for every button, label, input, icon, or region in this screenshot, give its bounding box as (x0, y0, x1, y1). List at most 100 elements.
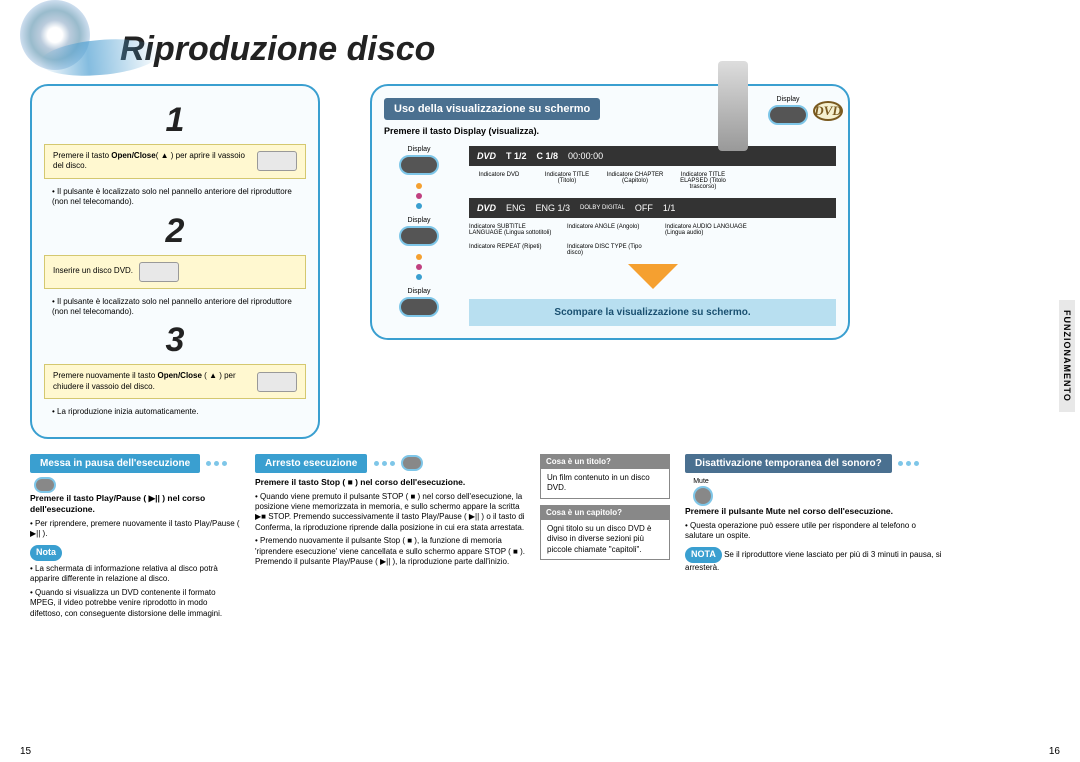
remote-control-image (718, 61, 748, 151)
step-3-number: 3 (44, 321, 306, 360)
dvd-logo-small: DVD (477, 151, 496, 161)
step-1-note: • Il pulsante è localizzato solo nel pan… (44, 183, 306, 212)
stop-title: Arresto esecuzione (255, 454, 367, 473)
pause-nota-2: • Quando si visualizza un DVD contenente… (30, 588, 240, 619)
osd-bar-2: DVD ENG ENG 1/3 DOLBY DIGITAL OFF 1/1 (469, 198, 836, 218)
flow-buttons-column: Display Display Display (384, 146, 454, 326)
step-2-text: Inserire un disco DVD. (53, 266, 133, 276)
stop-bullet-2: • Premendo nuovamente il pulsante Stop (… (255, 536, 525, 567)
stop-instruction: Premere il tasto Stop ( ■ ) nel corso de… (255, 477, 525, 488)
label-subtitle: Indicatore SUBTITLE LANGUAGE (Lingua sot… (469, 224, 559, 236)
player-icon (257, 151, 297, 171)
manual-page: Riproduzione disco 1 Premere il tasto Op… (0, 0, 1080, 762)
pause-bullet-1: • Per riprendere, premere nuovamente il … (30, 519, 240, 540)
step-2-instruction: Inserire un disco DVD. (44, 255, 306, 289)
dot-icon (416, 264, 422, 270)
step-3-text-b: Open/Close (158, 371, 202, 380)
step-1-instruction: Premere il tasto Open/Close( ▲ ) per apr… (44, 144, 306, 179)
repeat-off: OFF (635, 203, 653, 213)
flow-dots (416, 183, 422, 209)
mute-bullet: • Questa operazione può essere utile per… (685, 521, 945, 542)
display-flow: Display Display Display (384, 146, 836, 326)
dots-icon (374, 461, 395, 466)
osd-1-labels: Indicatore DVD Indicatore TITLE (Titolo)… (469, 172, 836, 190)
pause-section: Messa in pausa dell'esecuzione Premere i… (30, 454, 240, 620)
step-3-text-a: Premere nuovamente il tasto (53, 371, 158, 380)
pause-title: Messa in pausa dell'esecuzione (30, 454, 200, 473)
arrow-down-icon (628, 264, 678, 289)
display-panel: Display DVD Uso della visualizzazione su… (370, 84, 850, 340)
side-tab: FUNZIONAMENTO (1059, 300, 1075, 412)
subtitle-lang: ENG (506, 203, 526, 213)
chapter-info-box: Cosa è un capitolo? Ogni titolo su un di… (540, 505, 670, 561)
label-chapter: Indicatore CHAPTER (Capitolo) (605, 172, 665, 190)
page-number-left: 15 (20, 746, 31, 757)
step-3-instruction: Premere nuovamente il tasto Open/Close (… (44, 364, 306, 399)
info-section: Cosa è un titolo? Un film contenuto in u… (540, 454, 670, 620)
mute-section: Disattivazione temporanea del sonoro? Mu… (685, 454, 945, 620)
step-3-note: • La riproduzione inizia automaticamente… (44, 403, 306, 421)
time-indicator: 00:00:00 (568, 151, 603, 161)
display-subheader: Premere il tasto Display (visualizza). (384, 126, 836, 136)
display-button-icon (768, 105, 808, 125)
chapter-info-header: Cosa è un capitolo? (541, 506, 669, 520)
dot-icon (416, 193, 422, 199)
mute-nota: Se il riproduttore viene lasciato per pi… (685, 550, 942, 572)
title-info-header: Cosa è un titolo? (541, 455, 669, 469)
right-column: Display DVD Uso della visualizzazione su… (370, 84, 850, 439)
osd-bar-1: DVD T 1/2 C 1/8 00:00:00 (469, 146, 836, 166)
dot-icon (416, 274, 422, 280)
dots-icon (206, 461, 227, 466)
step-1-text-a: Premere il tasto (53, 151, 111, 160)
disc-artwork (20, 10, 150, 80)
label-repeat: Indicatore REPEAT (Ripeti) (469, 244, 559, 256)
display-button-icon (399, 155, 439, 175)
title-info-text: Un film contenuto in un disco DVD. (547, 473, 663, 494)
stop-button-icon (401, 455, 423, 471)
step-1-text-b: Open/Close (111, 151, 155, 160)
dolby-indicator: DOLBY DIGITAL (580, 205, 625, 211)
disappear-message: Scompare la visualizzazione su schermo. (469, 299, 836, 326)
audio-lang: ENG 1/3 (536, 203, 571, 213)
title-info-box: Cosa è un titolo? Un film contenuto in u… (540, 454, 670, 499)
step-1-number: 1 (44, 101, 306, 140)
player-icon (257, 372, 297, 392)
display-label: Display (768, 96, 808, 103)
mute-button-icon (693, 486, 713, 506)
display-label: Display (399, 217, 439, 224)
label-dvd: Indicatore DVD (469, 172, 529, 190)
label-audio: Indicatore AUDIO LANGUAGE (Lingua audio) (665, 224, 755, 236)
bottom-section: Messa in pausa dell'esecuzione Premere i… (30, 454, 1050, 620)
dot-icon (416, 183, 422, 189)
dots-icon (898, 461, 919, 466)
play-pause-button-icon (34, 477, 56, 493)
mute-title: Disattivazione temporanea del sonoro? (685, 454, 892, 473)
stop-bullet-1: • Quando viene premuto il pulsante STOP … (255, 492, 525, 534)
nota-badge: Nota (30, 545, 62, 561)
dot-icon (416, 203, 422, 209)
display-step-1: Display (399, 146, 439, 175)
label-angle: Indicatore ANGLE (Angolo) (567, 224, 657, 236)
label-disctype: Indicatore DISC TYPE (Tipo disco) (567, 244, 657, 256)
chapter-indicator: C 1/8 (537, 151, 559, 161)
main-content: 1 Premere il tasto Open/Close( ▲ ) per a… (30, 84, 1050, 439)
dvd-badge: DVD (813, 101, 843, 121)
pause-nota-1: • La schermata di informazione relativa … (30, 564, 240, 585)
title-indicator: T 1/2 (506, 151, 527, 161)
display-step-3: Display (399, 288, 439, 317)
display-label: Display (399, 288, 439, 295)
page-title: Riproduzione disco (120, 30, 1050, 69)
display-label: Display (399, 146, 439, 153)
chapter-info-text: Ogni titolo su un disco DVD è diviso in … (547, 524, 663, 555)
player-icon (139, 262, 179, 282)
dot-icon (416, 254, 422, 260)
dvd-logo-small: DVD (477, 203, 496, 213)
display-section-header: Uso della visualizzazione su schermo (384, 98, 600, 120)
display-button-icon (399, 297, 439, 317)
steps-box: 1 Premere il tasto Open/Close( ▲ ) per a… (30, 84, 320, 439)
mute-label: Mute (689, 477, 713, 486)
label-title: Indicatore TITLE (Titolo) (537, 172, 597, 190)
display-button-callout: Display (768, 96, 808, 125)
left-column: 1 Premere il tasto Open/Close( ▲ ) per a… (30, 84, 320, 439)
angle-indicator: 1/1 (663, 203, 676, 213)
